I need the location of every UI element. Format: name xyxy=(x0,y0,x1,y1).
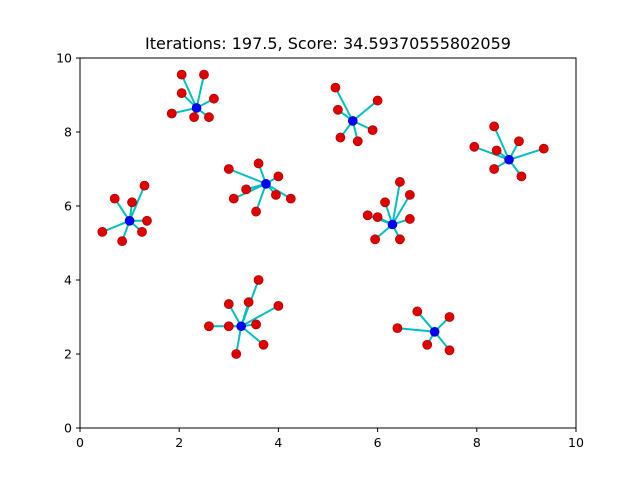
data-point-5-3 xyxy=(362,210,373,221)
centers-layer xyxy=(124,103,514,337)
link-line-0-1 xyxy=(195,74,205,109)
link-line-3-1 xyxy=(228,168,267,185)
cluster-center-4 xyxy=(124,216,135,226)
plot-frame xyxy=(79,57,577,429)
link-line-1-1 xyxy=(352,99,379,122)
data-point-5-4 xyxy=(372,212,383,223)
data-point-4-2 xyxy=(127,197,137,208)
data-point-1-4 xyxy=(335,132,346,143)
link-line-4-5 xyxy=(101,219,130,233)
x-tick-label-0: 0 xyxy=(76,435,84,450)
data-point-0-6 xyxy=(204,112,214,123)
data-point-4-6 xyxy=(117,236,128,247)
link-line-2-4 xyxy=(508,147,545,161)
data-point-3-2 xyxy=(273,171,284,182)
data-point-3-6 xyxy=(285,193,296,204)
x-tick-label-4: 4 xyxy=(274,435,282,450)
data-point-1-3 xyxy=(367,125,378,136)
data-point-6-4 xyxy=(204,321,214,332)
data-point-6-1 xyxy=(223,299,234,309)
data-point-2-5 xyxy=(489,164,500,174)
chart-title: Iterations: 197.5, Score: 34.59370555802… xyxy=(145,34,511,53)
cluster-center-1 xyxy=(347,116,358,126)
x-tick-label-10: 10 xyxy=(568,435,584,450)
cluster-center-2 xyxy=(504,154,514,165)
y-axis: 0 2 4 6 8 10 xyxy=(56,51,80,436)
data-point-3-3 xyxy=(241,184,252,195)
data-point-4-3 xyxy=(142,215,152,226)
data-point-7-3 xyxy=(422,339,433,350)
data-point-0-5 xyxy=(189,112,199,123)
y-tick-label-6: 6 xyxy=(64,199,72,214)
data-point-6-6 xyxy=(251,319,261,330)
data-point-6-7 xyxy=(258,339,269,350)
x-axis: 0 2 4 6 8 10 xyxy=(76,428,584,450)
y-tick-label-2: 2 xyxy=(64,347,72,362)
x-tick-label-2: 2 xyxy=(175,435,183,450)
data-point-3-4 xyxy=(271,189,281,200)
cluster-center-0 xyxy=(191,103,202,113)
data-point-1-1 xyxy=(372,95,383,106)
data-point-3-1 xyxy=(223,164,234,174)
data-point-5-1 xyxy=(404,189,415,200)
link-line-6-3 xyxy=(240,305,279,328)
y-tick-label-8: 8 xyxy=(64,125,72,140)
link-line-2-0 xyxy=(493,126,510,161)
data-point-7-2 xyxy=(392,323,403,334)
y-tick-label-10: 10 xyxy=(56,51,72,66)
data-point-5-7 xyxy=(395,234,405,245)
data-point-7-4 xyxy=(444,345,455,356)
data-point-3-7 xyxy=(251,206,261,217)
cluster-center-5 xyxy=(387,219,398,230)
link-line-5-1 xyxy=(391,194,411,226)
data-point-2-0 xyxy=(489,121,500,132)
data-point-4-0 xyxy=(139,180,150,191)
data-point-5-5 xyxy=(404,214,415,224)
data-point-2-6 xyxy=(516,171,527,182)
data-point-1-5 xyxy=(352,136,363,147)
data-point-6-5 xyxy=(223,321,234,332)
cluster-center-7 xyxy=(429,326,440,337)
cluster-center-3 xyxy=(261,179,271,189)
cluster-center-6 xyxy=(236,321,246,332)
data-point-0-2 xyxy=(176,88,187,99)
data-point-7-0 xyxy=(412,306,423,317)
data-point-1-2 xyxy=(333,104,343,115)
data-point-1-0 xyxy=(330,82,341,93)
x-tick-label-6: 6 xyxy=(374,435,382,450)
link-line-1-0 xyxy=(334,87,354,122)
data-point-5-2 xyxy=(380,197,390,208)
points-layer xyxy=(97,69,549,359)
data-point-2-4 xyxy=(538,143,549,154)
link-line-4-0 xyxy=(128,185,146,222)
x-tick-label-8: 8 xyxy=(473,435,481,450)
data-point-2-1 xyxy=(514,136,524,147)
data-point-5-0 xyxy=(395,177,405,187)
data-point-2-2 xyxy=(469,141,480,152)
data-point-6-3 xyxy=(273,300,284,311)
data-point-6-2 xyxy=(243,297,254,308)
y-tick-label-0: 0 xyxy=(64,421,72,436)
data-point-4-5 xyxy=(97,226,108,237)
link-line-7-2 xyxy=(397,327,435,333)
data-point-3-0 xyxy=(253,158,264,169)
y-tick-label-4: 4 xyxy=(64,273,72,288)
data-point-4-1 xyxy=(109,193,120,204)
link-line-3-7 xyxy=(255,183,267,212)
link-line-5-0 xyxy=(391,181,401,225)
link-line-0-0 xyxy=(180,74,198,109)
data-point-0-4 xyxy=(166,108,177,119)
data-point-3-5 xyxy=(228,193,239,204)
data-point-7-1 xyxy=(444,312,455,322)
data-point-6-0 xyxy=(253,275,264,285)
link-line-2-2 xyxy=(473,145,510,161)
data-point-6-8 xyxy=(231,349,242,359)
data-point-0-3 xyxy=(209,93,219,104)
data-point-4-4 xyxy=(137,226,147,237)
data-point-0-0 xyxy=(176,69,187,80)
data-point-0-1 xyxy=(199,69,209,80)
data-point-5-6 xyxy=(370,234,381,245)
data-point-2-3 xyxy=(491,145,502,156)
